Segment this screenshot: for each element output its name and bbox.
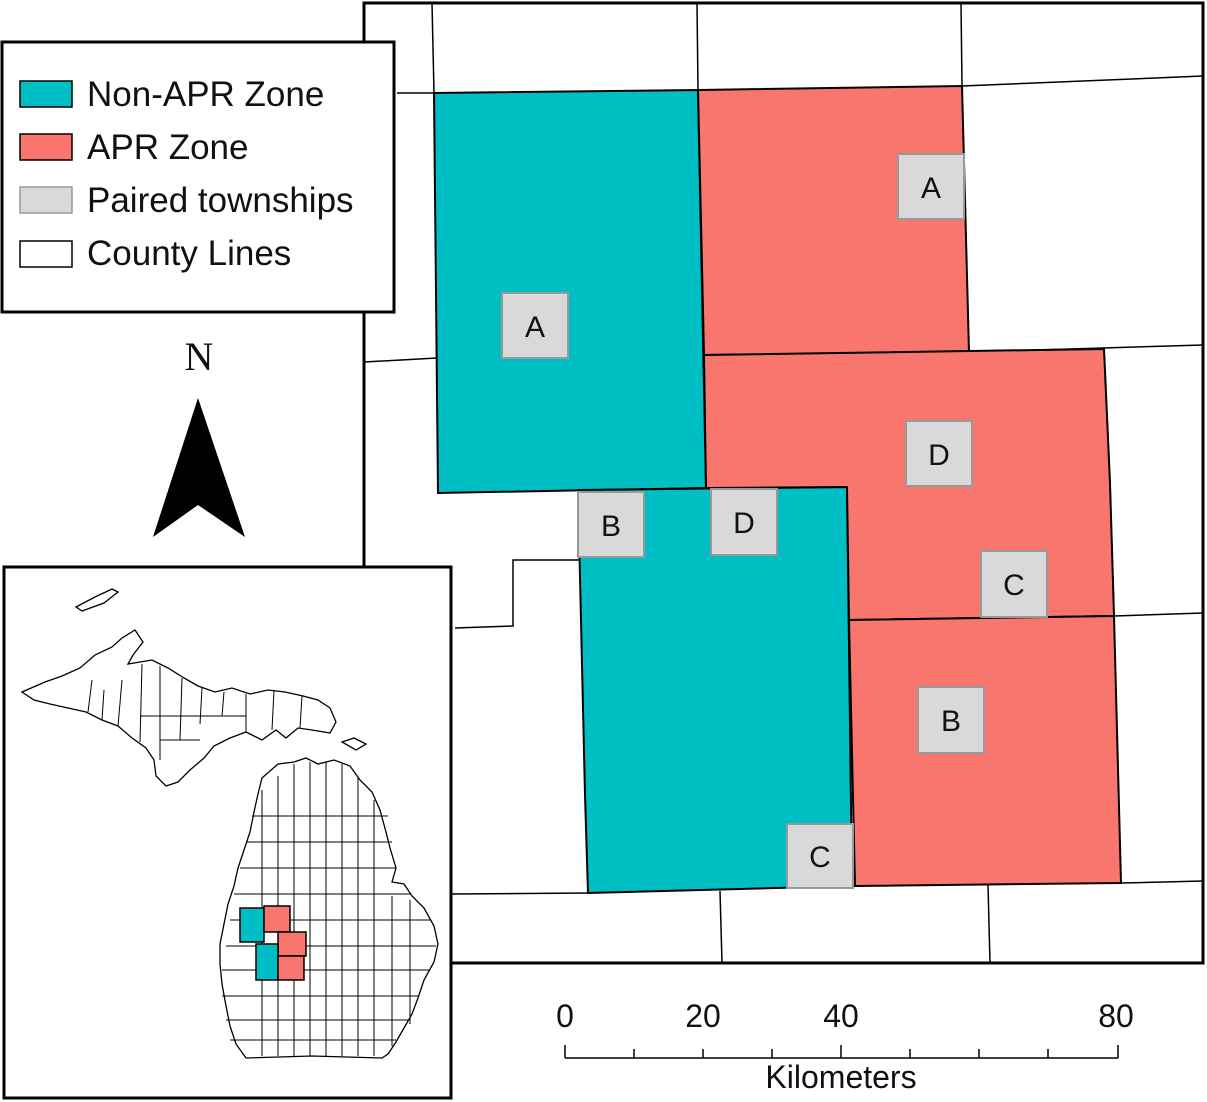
paired-townships: A A D B D C B [501,153,1048,889]
inset-apr-north [263,905,291,933]
inset-apr-middle [277,931,307,957]
inset-up-county-lines [87,663,303,760]
legend-item-county: County Lines [19,234,291,273]
township-label: B [941,705,961,738]
legend-swatch-non-apr [19,80,73,108]
legend-swatch-paired [19,186,73,214]
north-label: N [185,334,214,379]
scale-tick-label: 20 [685,998,721,1034]
township-apr-d: D [905,420,973,487]
township-nonapr-b: B [577,491,645,558]
township-label: B [601,510,621,543]
township-apr-b: B [917,686,985,754]
legend-item-non-apr: Non-APR Zone [19,75,324,114]
scale-tick-label: 40 [823,998,859,1034]
inset-map [2,565,453,1100]
township-apr-a: A [897,153,965,220]
isle-royale [74,588,120,612]
legend-item-apr: APR Zone [19,128,248,167]
inset-non-apr-south [255,943,279,981]
township-apr-c: C [980,550,1048,618]
inset-zones [239,905,307,981]
township-label: A [921,172,941,205]
legend-item-paired: Paired townships [19,181,354,220]
legend: Non-APR Zone APR Zone Paired townships C… [0,40,396,314]
scale-tick-label: 80 [1098,998,1134,1034]
non-apr-zone-north [432,88,708,495]
michigan-outline [20,588,439,1059]
legend-swatch-apr [19,133,73,161]
apr-zone-north [696,84,971,357]
legend-label: APR Zone [87,128,248,167]
township-nonapr-a: A [501,292,569,359]
legend-label: Paired townships [87,181,354,220]
legend-label: County Lines [87,234,291,273]
township-label: D [733,507,755,540]
township-nonapr-c: C [786,823,854,889]
small-island [340,737,368,751]
scale-bar: 0 20 40 80 Kilometers [556,998,1134,1095]
main-map: A A D B D C B [362,1,1205,965]
scale-bar-line [564,1045,1119,1059]
north-arrow: N [153,334,245,537]
inset-non-apr-north [239,907,265,943]
legend-swatch-county [19,240,73,268]
scale-tick-label: 0 [556,998,574,1034]
township-label: A [525,311,545,344]
township-label: D [928,439,950,472]
township-label: C [809,841,831,874]
upper-peninsula [20,629,337,787]
legend-label: Non-APR Zone [87,75,324,114]
lower-peninsula [219,757,439,1059]
scale-unit-label: Kilometers [765,1059,916,1095]
township-nonapr-d: D [710,488,778,556]
township-label: C [1003,569,1025,602]
inset-apr-south [277,955,305,981]
north-arrow-icon [153,398,245,537]
